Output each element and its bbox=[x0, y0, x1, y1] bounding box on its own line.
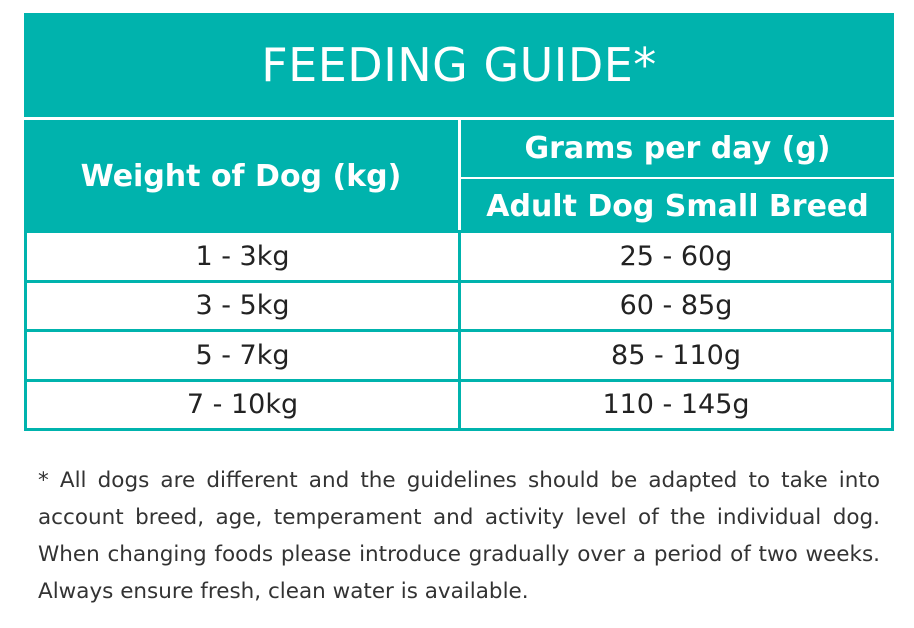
table-cell-weight: 7 - 10kg bbox=[24, 378, 461, 431]
table-cell-weight: 1 - 3kg bbox=[24, 230, 461, 283]
table-cell-weight: 5 - 7kg bbox=[24, 329, 461, 382]
table-cell-grams: 60 - 85g bbox=[458, 279, 894, 332]
header-weight: Weight of Dog (kg) bbox=[24, 120, 458, 233]
footnote: * All dogs are different and the guideli… bbox=[38, 468, 880, 604]
table-cell-grams: 25 - 60g bbox=[458, 230, 894, 283]
table-cell-weight: 3 - 5kg bbox=[24, 279, 461, 332]
header-grams: Grams per day (g) bbox=[461, 120, 894, 177]
page-title: FEEDING GUIDE* bbox=[24, 13, 894, 117]
table-cell-grams: 110 - 145g bbox=[458, 378, 894, 431]
table-cell-grams: 85 - 110g bbox=[458, 329, 894, 382]
header-breed: Adult Dog Small Breed bbox=[461, 179, 894, 233]
